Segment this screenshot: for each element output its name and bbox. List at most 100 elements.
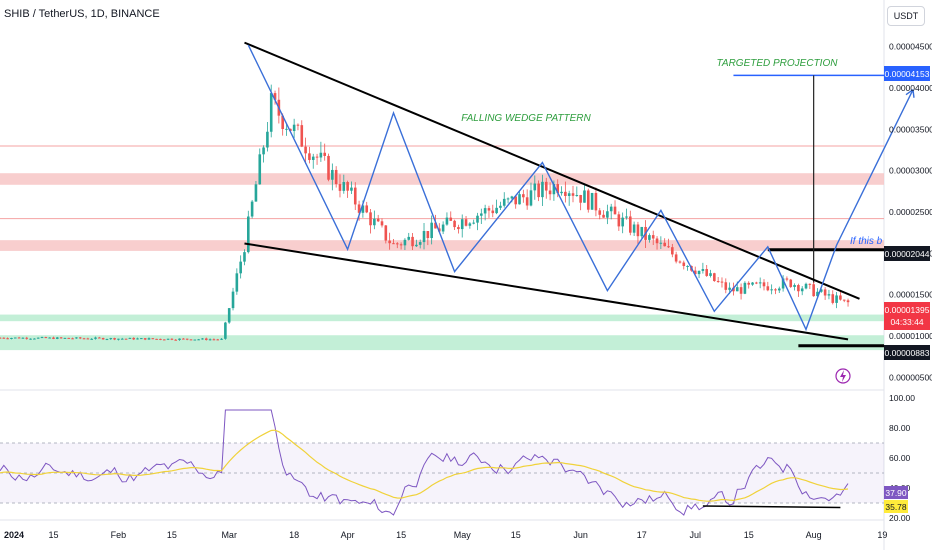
candle-body — [804, 283, 808, 289]
candle-body — [827, 294, 831, 296]
candle-body — [747, 282, 751, 285]
candle-body — [44, 337, 48, 339]
candle-body — [266, 131, 269, 148]
candle-body — [247, 216, 250, 253]
candle-body — [499, 205, 502, 208]
candle-body — [621, 217, 624, 227]
candle-body — [846, 300, 850, 303]
candle-body — [319, 152, 323, 158]
candle-body — [6, 338, 9, 340]
candle-body — [82, 338, 86, 340]
candle-body — [674, 254, 678, 262]
lightning-icon[interactable] — [835, 368, 851, 384]
candle-body — [571, 193, 575, 196]
candle-body — [732, 287, 735, 292]
candle-body — [659, 242, 663, 244]
resistance-zone — [0, 240, 884, 251]
candle-body — [21, 337, 25, 339]
candle-body — [147, 338, 151, 340]
candle-body — [583, 190, 586, 203]
candle-body — [422, 231, 426, 243]
candle-body — [629, 216, 632, 233]
candle-body — [71, 338, 74, 340]
rsi-tick-label: 80.00 — [889, 423, 911, 433]
candle-body — [567, 193, 571, 196]
candle-body — [357, 204, 361, 213]
candle-body — [655, 238, 659, 244]
candle-body — [495, 207, 498, 214]
candle-body — [399, 244, 403, 246]
candle-body — [48, 337, 51, 339]
candle-body — [292, 124, 296, 132]
candle-body — [220, 338, 223, 340]
candle-body — [575, 195, 579, 197]
candle-body — [502, 198, 506, 206]
candle-body — [78, 337, 82, 339]
candle-body — [816, 291, 819, 297]
candle-body — [468, 223, 472, 226]
target-price-badge: 0.00004153 — [884, 66, 930, 81]
candle-body — [518, 194, 521, 205]
candle-body — [713, 273, 716, 282]
price-tick-label: 0.00004000 — [889, 83, 932, 93]
candle-body — [693, 270, 697, 275]
candle-body — [113, 338, 116, 340]
candle-body — [25, 337, 29, 339]
candle-body — [487, 208, 491, 211]
candle-body — [273, 93, 277, 100]
candle-body — [197, 339, 200, 341]
candle-body — [514, 196, 517, 205]
targeted-projection-label: TARGETED PROJECTION — [717, 58, 839, 69]
candle-body — [491, 210, 495, 214]
last-price-badge: 0.00001395 04:33:44 — [884, 302, 930, 330]
candle-body — [86, 338, 90, 340]
rsi-tick-label: 60.00 — [889, 453, 911, 463]
breakout-price-text: 0.00002044 — [885, 249, 930, 259]
candle-body — [235, 273, 239, 292]
candle-body — [842, 299, 846, 301]
candle-body — [395, 243, 399, 245]
target-price-text: 0.00004153 — [885, 69, 930, 79]
candle-body — [63, 337, 67, 339]
candle-body — [709, 273, 712, 276]
date-tick-label: Jun — [573, 530, 588, 540]
candle-body — [365, 205, 369, 213]
candle-body — [36, 337, 40, 339]
date-tick-label: 15 — [167, 530, 177, 540]
candle-body — [533, 183, 537, 191]
date-tick-label: 15 — [511, 530, 521, 540]
candle-body — [124, 338, 128, 340]
horizontal-levels — [0, 74, 884, 348]
candle-body — [304, 146, 307, 154]
currency-button[interactable]: USDT — [887, 6, 925, 26]
candle-body — [212, 339, 216, 341]
candle-body — [625, 216, 628, 218]
candle-body — [300, 125, 304, 147]
candle-body — [464, 219, 468, 226]
candle-body — [785, 278, 789, 280]
candle-body — [636, 224, 640, 237]
candle-body — [820, 289, 823, 292]
candle-body — [231, 291, 235, 309]
candle-body — [609, 206, 613, 212]
candle-body — [353, 187, 357, 205]
candle-body — [254, 184, 258, 202]
candle-body — [667, 246, 670, 248]
candle-body — [751, 282, 754, 285]
candle-body — [552, 184, 556, 195]
last-price-text: 0.00001395 — [885, 305, 930, 315]
candle-body — [663, 242, 666, 247]
candle-body — [243, 252, 246, 262]
price-tick-label: 0.00003000 — [889, 166, 932, 176]
candle-body — [743, 282, 747, 294]
candle-body — [812, 284, 815, 297]
candle-body — [755, 282, 758, 284]
candle-body — [758, 282, 762, 284]
candle-body — [548, 190, 552, 195]
candle-body — [640, 226, 644, 237]
candle-body — [541, 181, 544, 198]
candle-body — [602, 214, 605, 218]
candle-body — [0, 337, 2, 339]
support-price-text: 0.00000883 — [885, 348, 930, 358]
